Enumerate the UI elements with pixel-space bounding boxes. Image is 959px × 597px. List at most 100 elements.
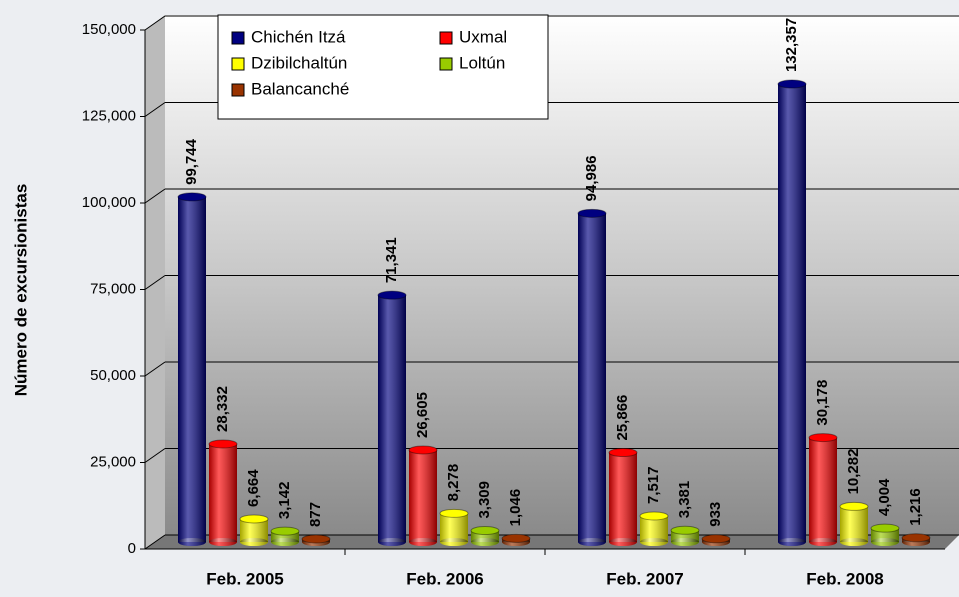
bar-top [377,290,407,300]
bar-shade [578,213,606,542]
grid-line-side [144,275,166,290]
legend-label: Dzibilchaltún [251,53,347,72]
legend: Chichén Itzá Uxmal Dzibilchaltún Loltún Bala… [217,14,549,120]
value-label: 1,046 [507,489,524,527]
bar [839,501,869,546]
bar [777,79,807,546]
bar-shade [809,437,837,542]
bar-bottom-shade [671,538,699,546]
bar-shade [240,518,268,542]
value-label: 71,341 [383,237,400,283]
value-label: 8,278 [445,464,462,502]
value-label: 99,744 [183,138,200,185]
value-label: 877 [307,502,324,527]
x-tick-label: Feb. 2005 [206,569,284,588]
bar [439,508,469,546]
bar [301,534,331,546]
bar-top [501,533,531,543]
bar-top [439,508,469,518]
bar-bottom-shade [409,538,437,546]
bar-top [901,533,931,543]
bar-bottom-shade [240,538,268,546]
bar [177,192,207,546]
value-label: 94,986 [583,155,600,201]
y-tick-label: 25,000 [90,453,136,470]
bar [701,534,731,546]
bar-shade [178,196,206,543]
bar-bottom-shade [578,538,606,546]
bar-top [470,526,500,536]
value-label: 3,381 [676,481,693,519]
bar-shade [378,295,406,542]
bar-shade [778,84,806,543]
bar-shade [409,449,437,542]
bar-top [177,192,207,202]
legend-swatch [231,83,245,97]
bar-bottom-shade [640,538,668,546]
legend-swatch [231,57,245,71]
legend-swatch [439,31,453,45]
value-label: 3,142 [276,482,293,520]
legend-label: Uxmal [459,27,507,46]
bar [208,439,238,546]
bar-top [577,208,607,218]
y-tick-label: 0 [128,540,136,557]
bar-top [408,445,438,455]
legend-swatch [231,31,245,45]
grid-line-side [144,15,166,31]
value-label: 6,664 [245,469,262,507]
value-label: 933 [707,502,724,527]
value-label: 3,309 [476,481,493,519]
bar [501,533,531,546]
grid-line-side [144,188,166,204]
bar [870,523,900,546]
value-label: 28,332 [214,386,231,432]
bar [608,448,638,546]
bar [239,514,269,546]
bar-top [808,433,838,443]
value-label: 10,282 [845,449,862,495]
y-axis-title: Número de excursionistas [11,184,30,397]
value-label: 4,004 [876,478,893,516]
bar-top [239,514,269,524]
legend-box [217,14,549,120]
bar-top [270,526,300,536]
value-label: 30,178 [814,380,831,426]
bar-shade [471,530,499,542]
bar-top [777,79,807,89]
value-label: 25,866 [614,395,631,441]
value-label: 26,605 [414,392,431,438]
legend-label: Loltún [459,53,505,72]
value-label: 7,517 [645,466,662,504]
x-tick-label: Feb. 2008 [806,569,884,588]
bar-bottom-shade [209,538,237,546]
bar-shade [440,513,468,542]
bar [901,533,931,546]
value-label: 1,216 [907,488,924,526]
y-tick-label: 125,000 [82,107,136,124]
bar-top [639,511,669,521]
bar-bottom-shade [840,538,868,546]
y-tick-label: 75,000 [90,280,136,297]
bar-top [670,525,700,535]
y-tick-label: 50,000 [90,367,136,384]
bar-shade [609,452,637,542]
grid-line-side [144,361,166,377]
grid-line-side [144,448,166,463]
bar-bottom-shade [471,538,499,546]
bar-top [839,501,869,511]
grid-line-side [144,102,166,117]
bar-bottom-shade [778,538,806,546]
bar-shade [271,531,299,542]
bar-bottom-shade [809,538,837,546]
bar [408,445,438,546]
bar-top [301,534,331,544]
bar-shade [671,530,699,542]
bar [377,290,407,546]
bar [470,526,500,546]
bar-bottom-shade [378,538,406,546]
bar-shade [640,515,668,542]
bar [270,526,300,546]
bar [639,511,669,546]
